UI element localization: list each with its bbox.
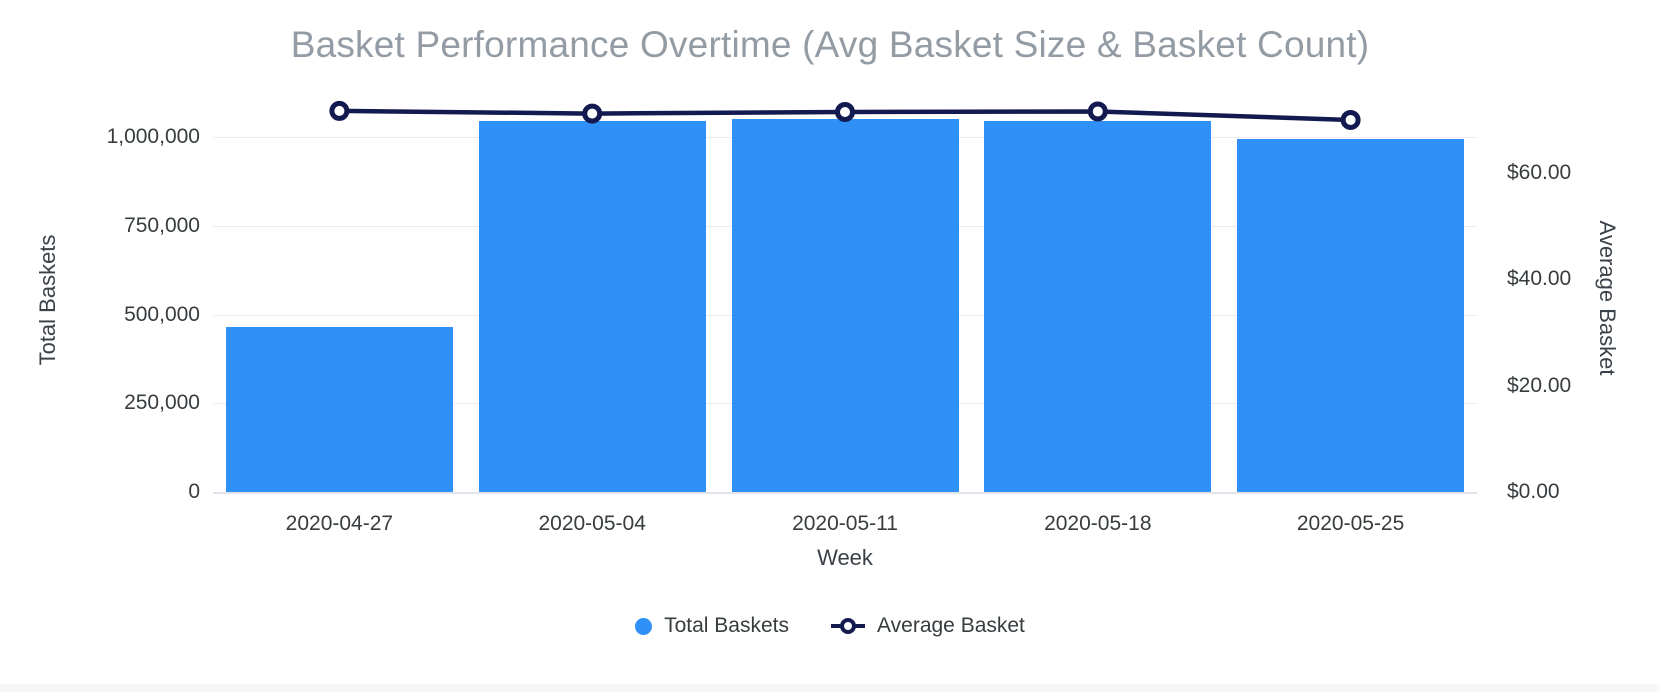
bar-2020-05-25[interactable] [1237, 139, 1465, 492]
right-axis-tick: $40.00 [1507, 267, 1572, 291]
legend-label: Average Basket [877, 614, 1025, 637]
left-axis-tick: 250,000 [124, 391, 200, 415]
x-axis-tick: 2020-04-27 [285, 512, 394, 535]
line-marker-2020-04-27[interactable] [329, 100, 350, 121]
legend-item-average-basket[interactable]: Average Basket [831, 614, 1025, 638]
line-marker-2020-05-11[interactable] [835, 101, 855, 122]
average-basket-legend-marker-icon [831, 618, 866, 634]
line-marker-2020-05-04[interactable] [582, 103, 603, 124]
left-axis-tick: 1,000,000 [106, 125, 200, 148]
legend: Total Baskets Average Basket [0, 614, 1660, 638]
right-axis-tick-labels: $0.00 $20.00 $40.00 $60.00 [1507, 0, 1657, 692]
bottom-divider [0, 684, 1660, 692]
right-axis-tick: $20.00 [1507, 373, 1572, 397]
right-axis-tick: $0.00 [1507, 480, 1560, 503]
line-marker-2020-05-25[interactable] [1340, 109, 1361, 130]
gridline [213, 492, 1477, 494]
x-axis-tick: 2020-05-04 [538, 512, 646, 535]
left-axis-tick-labels: 0 250,000 500,000 750,000 1,000,000 [0, 0, 200, 692]
line-marker-2020-05-18[interactable] [1087, 101, 1108, 122]
bar-2020-04-27[interactable] [225, 327, 453, 492]
legend-label: Total Baskets [664, 614, 790, 637]
left-axis-tick: 750,000 [124, 213, 200, 237]
x-axis-tick: 2020-05-18 [1044, 512, 1152, 535]
bar-2020-05-11[interactable] [731, 119, 959, 492]
left-axis-tick: 500,000 [124, 302, 200, 326]
right-axis-tick: $60.00 [1507, 161, 1572, 185]
legend-item-total-baskets[interactable]: Total Baskets [635, 614, 789, 638]
plot-area [213, 60, 1477, 494]
bar-2020-05-04[interactable] [478, 121, 706, 492]
x-axis-title: Week [817, 545, 873, 570]
x-axis-tick: 2020-05-11 [792, 512, 898, 535]
chart-title: Basket Performance Overtime (Avg Basket … [290, 24, 1370, 65]
bar-2020-05-18[interactable] [984, 121, 1212, 492]
total-baskets-legend-marker-icon [635, 617, 653, 635]
x-axis-tick: 2020-05-25 [1296, 512, 1405, 535]
left-axis-tick: 0 [188, 480, 200, 503]
line-series [329, 100, 1361, 130]
